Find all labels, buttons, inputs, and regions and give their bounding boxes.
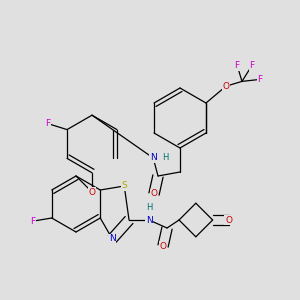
Text: H: H [162, 154, 168, 163]
Text: S: S [122, 182, 127, 190]
Text: O: O [88, 188, 95, 196]
Text: O: O [160, 242, 167, 250]
Text: O: O [223, 82, 230, 91]
Text: F: F [235, 61, 240, 70]
Text: F: F [257, 75, 262, 84]
Text: N: N [109, 234, 116, 243]
Text: F: F [45, 119, 50, 128]
Text: N: N [150, 154, 157, 163]
Text: O: O [225, 215, 232, 224]
Text: F: F [249, 61, 254, 70]
Text: N: N [146, 215, 152, 224]
Text: F: F [30, 217, 35, 226]
Text: O: O [151, 190, 158, 199]
Text: H: H [146, 203, 152, 212]
